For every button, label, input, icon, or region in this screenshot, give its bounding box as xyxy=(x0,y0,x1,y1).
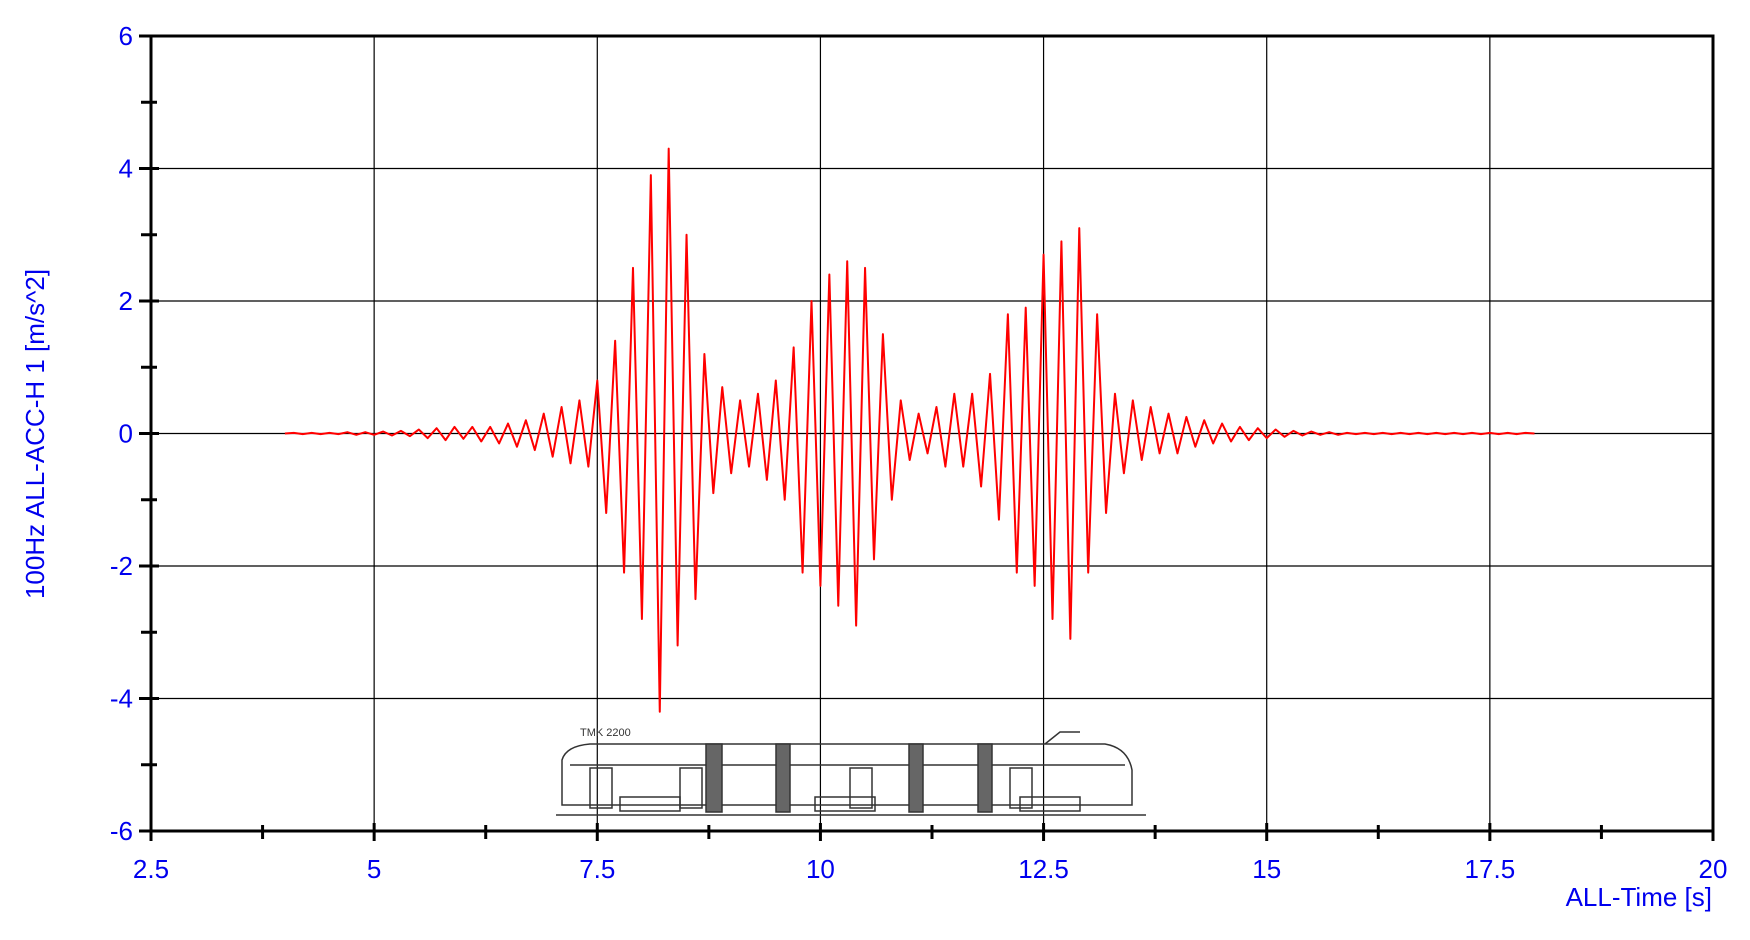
x-tick-label: 20 xyxy=(1699,854,1728,884)
tram-door xyxy=(850,768,872,808)
tram-pantograph xyxy=(1045,732,1080,744)
y-tick-label: -6 xyxy=(110,816,133,846)
x-tick-label: 7.5 xyxy=(579,854,615,884)
y-tick-label: 2 xyxy=(119,286,133,316)
y-tick-label: -2 xyxy=(110,551,133,581)
tram-bogie xyxy=(620,797,680,811)
x-tick-label: 12.5 xyxy=(1018,854,1069,884)
y-tick-label: -4 xyxy=(110,684,133,714)
y-tick-label: 4 xyxy=(119,154,133,184)
x-tick-label: 17.5 xyxy=(1465,854,1516,884)
plot xyxy=(285,149,1535,712)
x-axis-title: ALL-Time [s] xyxy=(1566,882,1712,912)
tram-joint xyxy=(706,744,722,812)
signal-line xyxy=(285,149,1535,712)
tram-door xyxy=(680,768,702,808)
tram-label: TMK 2200 xyxy=(580,727,631,739)
tram-drawing: TMK 2200 xyxy=(556,727,1146,815)
y-axis-title: 100Hz ALL-ACC-H 1 [m/s^2] xyxy=(20,269,50,599)
tram-body xyxy=(562,744,1132,805)
tram-bogie xyxy=(1020,797,1080,811)
tram-joint xyxy=(776,744,790,812)
tram-bogie xyxy=(815,797,875,811)
x-tick-label: 10 xyxy=(806,854,835,884)
tram-joint xyxy=(909,744,923,812)
x-tick-label: 2.5 xyxy=(133,854,169,884)
chart: TMK 2200 ALL-Time [s] 100Hz ALL-ACC-H 1 … xyxy=(0,0,1750,940)
x-tick-label: 15 xyxy=(1252,854,1281,884)
tram-door xyxy=(590,768,612,808)
tram-joint xyxy=(978,744,992,812)
tram-door xyxy=(1010,768,1032,808)
x-tick-label: 5 xyxy=(367,854,381,884)
y-tick-label: 0 xyxy=(119,419,133,449)
y-tick-label: 6 xyxy=(119,21,133,51)
